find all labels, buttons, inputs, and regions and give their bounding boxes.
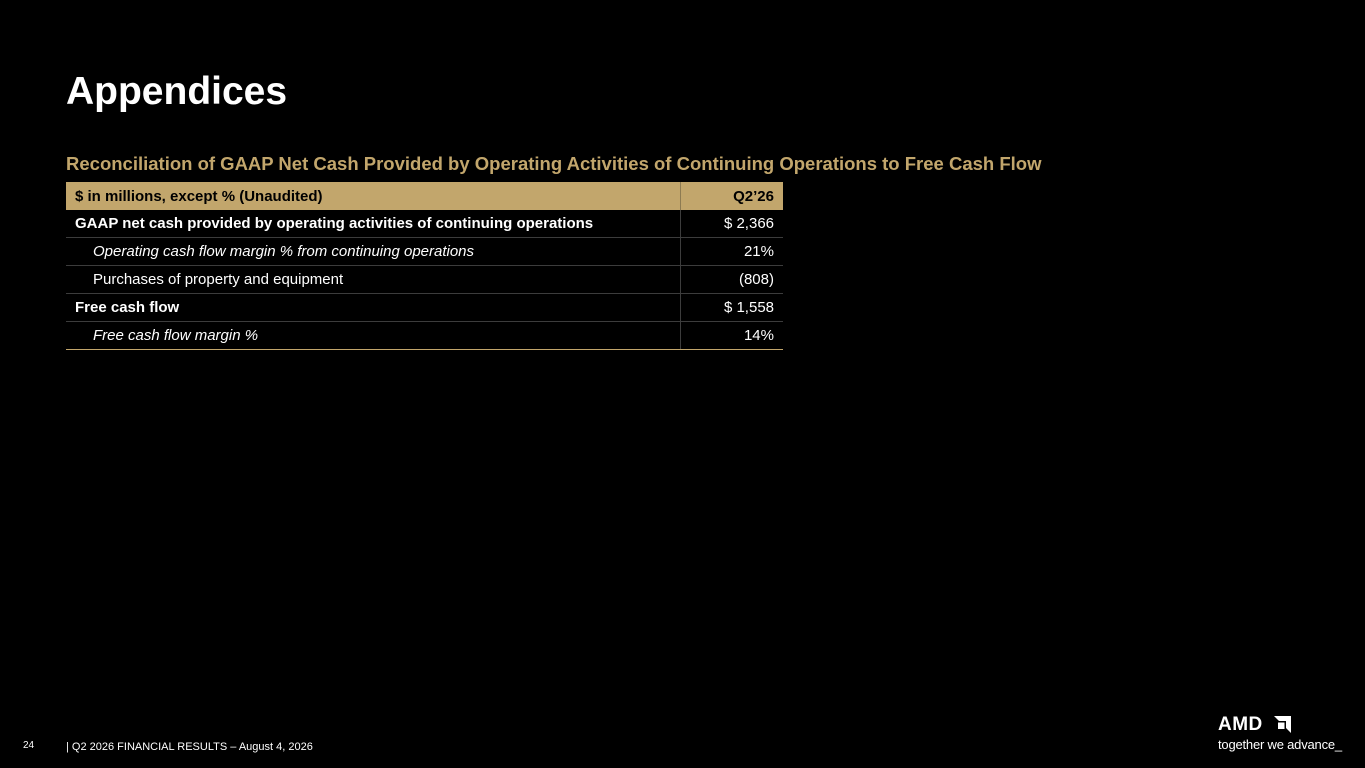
amd-arrow-icon	[1274, 716, 1291, 733]
row-value-operating-margin: 21%	[680, 237, 783, 266]
footer-text: | Q2 2026 FINANCIAL RESULTS – August 4, …	[66, 741, 313, 753]
row-value-fcf-margin: 14%	[680, 321, 783, 350]
row-label-purchases: Purchases of property and equipment	[66, 265, 681, 294]
table-row: Purchases of property and equipment (808…	[66, 265, 783, 294]
section-subtitle: Reconciliation of GAAP Net Cash Provided…	[66, 153, 1042, 174]
header-period: Q2’26	[680, 182, 783, 210]
row-label-free-cash-flow: Free cash flow	[66, 293, 681, 322]
logo-wordmark: AMD	[1218, 714, 1263, 735]
row-label-gaap-net-cash: GAAP net cash provided by operating acti…	[66, 210, 681, 238]
table-row: Free cash flow margin % 14%	[66, 321, 783, 350]
page-number: 24	[23, 740, 35, 751]
row-label-fcf-margin: Free cash flow margin %	[66, 321, 681, 350]
amd-logo: AMD together we advance_	[1218, 714, 1350, 754]
row-value-purchases: (808)	[680, 265, 783, 294]
table-header-row: $ in millions, except % (Unaudited) Q2’2…	[66, 182, 783, 210]
row-value-free-cash-flow: $ 1,558	[680, 293, 783, 322]
row-value-gaap-net-cash: $ 2,366	[680, 210, 783, 238]
reconciliation-table: $ in millions, except % (Unaudited) Q2’2…	[66, 182, 783, 350]
page-title: Appendices	[66, 70, 288, 113]
table-row: Free cash flow $ 1,558	[66, 293, 783, 322]
header-label: $ in millions, except % (Unaudited)	[66, 182, 681, 210]
table-row: Operating cash flow margin % from contin…	[66, 237, 783, 266]
table-row: GAAP net cash provided by operating acti…	[66, 210, 783, 238]
row-label-operating-margin: Operating cash flow margin % from contin…	[66, 237, 681, 266]
logo-tagline: together we advance_	[1218, 737, 1342, 752]
